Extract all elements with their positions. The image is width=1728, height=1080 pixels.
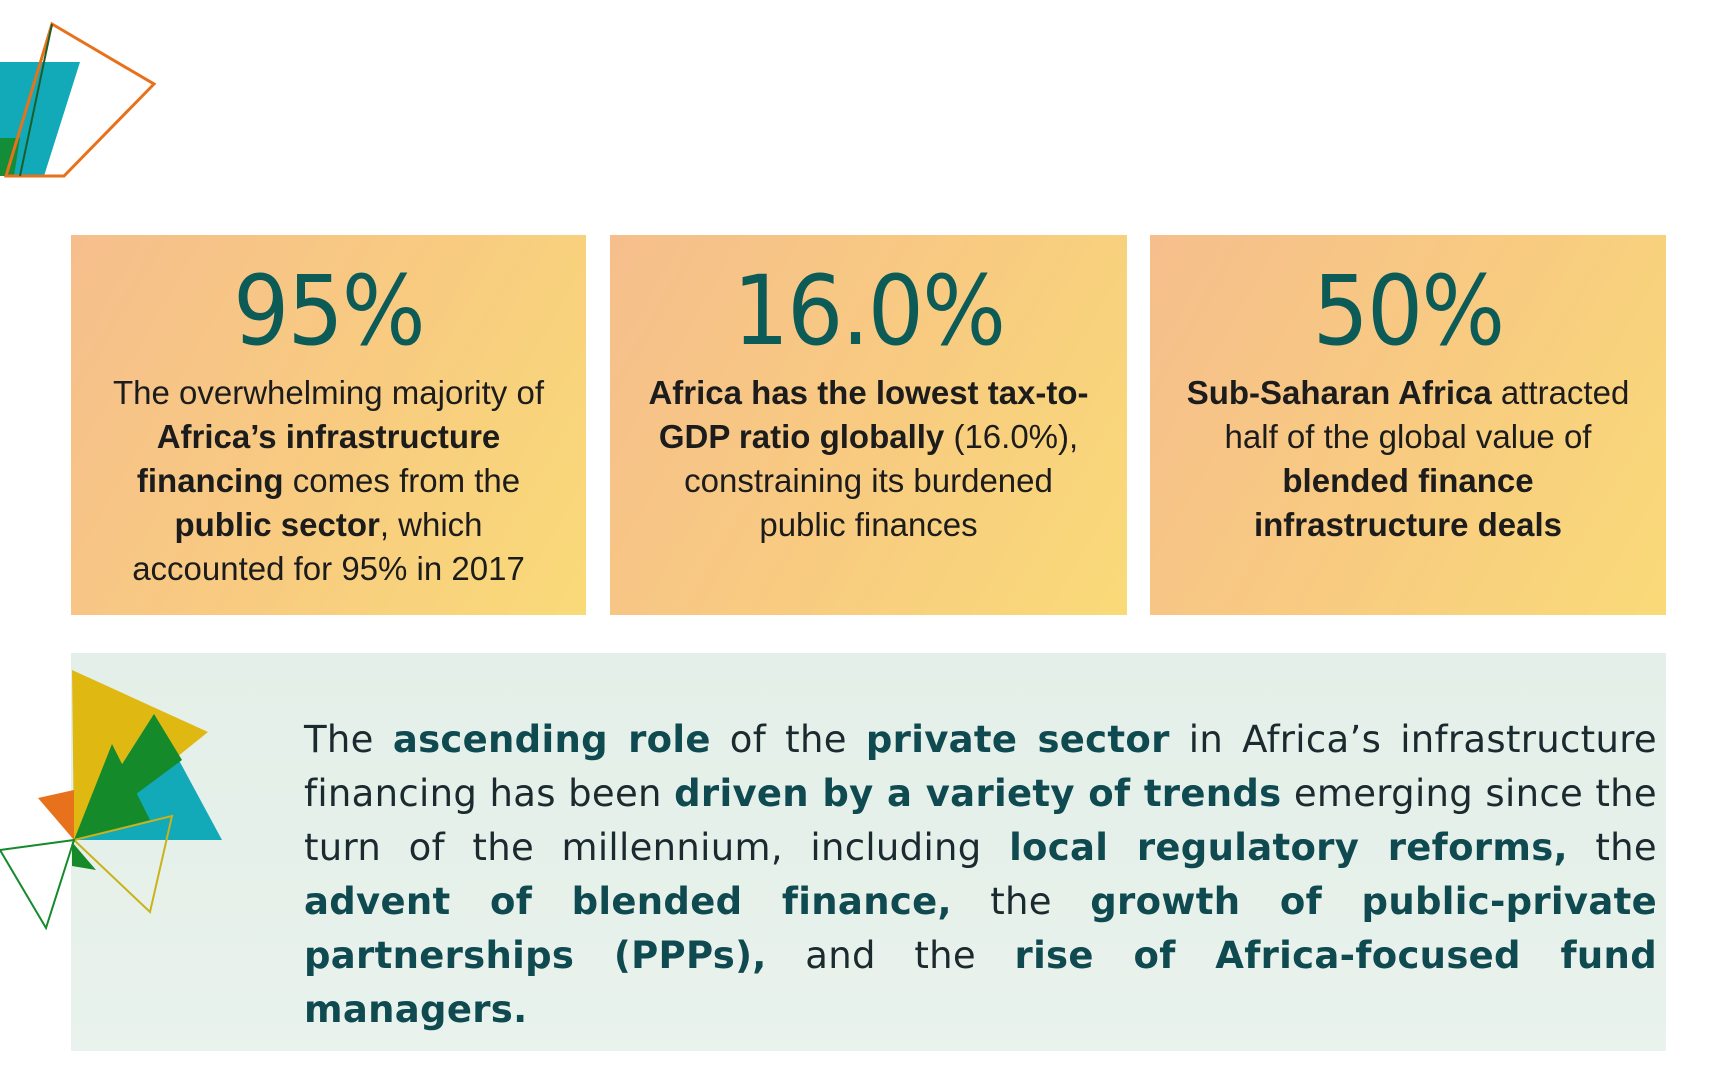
quote-text: The ascending role of the private sector… [304,713,1657,1037]
quote-fragment: The [304,718,393,761]
stat-card-tax-ratio: 16.0% Africa has the lowest tax-to-GDP r… [610,235,1127,615]
stat-card-public-sector: 95% The overwhelming majority of Africa’… [71,235,586,615]
stat-text: (16.0%), constraining its burdened publi… [684,418,1079,543]
stat-text-bold: Sub-Saharan Africa [1186,374,1492,411]
stat-text-bold: Africa’s infrastructure financing [136,418,501,499]
stat-description: The overwhelming majority of Africa’s in… [101,371,556,591]
quote-fragment: emerging since the turn of the millenniu… [304,772,1657,869]
quote-highlight: ascending role [392,718,711,761]
quote-fragment: the [951,880,1091,923]
stat-text: comes from the [283,462,521,499]
quote-panel: The ascending role of the private sector… [71,653,1666,1051]
quote-fragment: and the [766,934,1015,977]
triangles-decoration-icon [0,670,222,931]
stat-description: Africa has the lowest tax-to-GDP ratio g… [640,371,1097,547]
quote-highlight: private sector [865,718,1170,761]
quote-fragment: in Africa’s infrastructure financing has… [304,718,1657,815]
quote-fragment: the [1567,826,1657,869]
quote-highlight: local regulatory reforms, [1009,826,1568,869]
stat-text-bold: public sector [174,506,380,543]
stat-text: attracted half of the global value of [1224,374,1630,455]
quote-highlight: advent of blended finance, [304,880,952,923]
quote-highlight: rise of Africa-focused fund managers. [304,934,1657,1031]
stat-text: The overwhelming majority of [113,374,544,411]
stat-value: 50% [1312,255,1506,367]
quote-highlight: growth of public-private partnerships (P… [304,880,1657,977]
stat-description: Sub-Saharan Africa attracted half of the… [1180,371,1636,547]
quote-highlight: driven by a variety of trends [674,772,1282,815]
logo-mark-icon [0,21,157,178]
stat-value: 16.0% [732,255,1006,367]
stat-text-bold: Africa has the lowest tax-to-GDP ratio g… [648,374,1089,455]
stat-card-blended-finance: 50% Sub-Saharan Africa attracted half of… [1150,235,1666,615]
stat-value: 95% [233,255,426,367]
quote-fragment: of the [710,718,866,761]
stat-text: , which accounted for 95% in 2017 [132,506,525,587]
stat-text-bold: blended finance infrastructure deals [1253,462,1563,543]
